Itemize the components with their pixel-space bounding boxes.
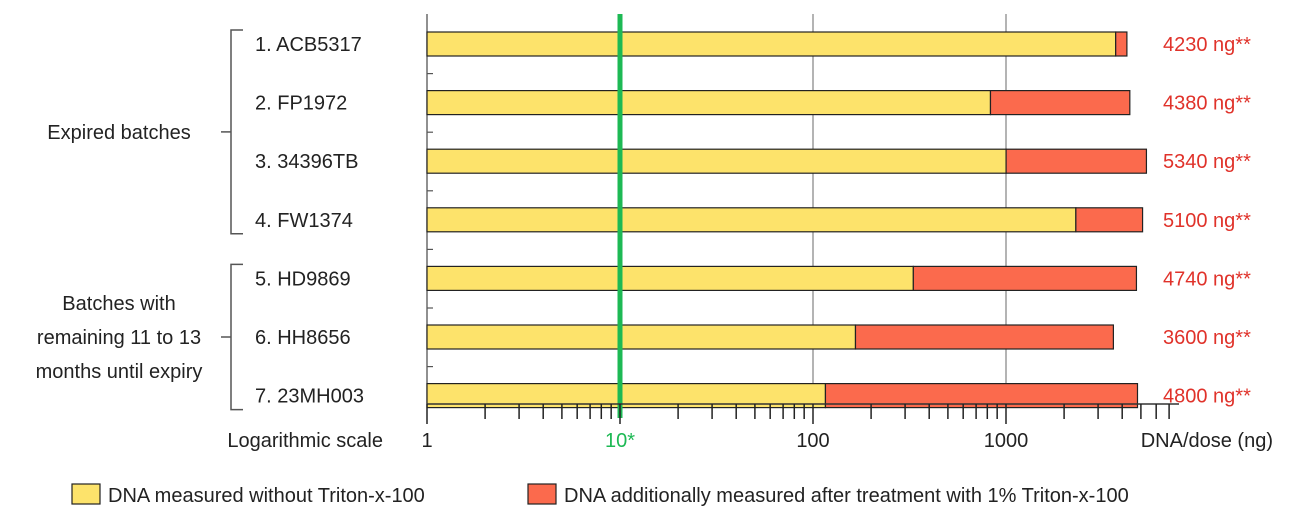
group-bracket <box>230 29 243 235</box>
legend: DNA measured without Triton-x-100 DNA add… <box>71 483 1129 507</box>
category-labels: 1. ACB5317 2. FP1972 3. 34396TB 4. FW1374 5.… <box>255 34 364 408</box>
total-label: 4230 ng** <box>1163 34 1251 56</box>
group-brackets: Expired batches Batches with remaining 11 … <box>36 29 243 411</box>
bar-without-triton <box>426 31 1117 57</box>
total-label: 4800 ng** <box>1163 386 1251 408</box>
bar-without-triton <box>426 148 1007 174</box>
x-axis: 1 10* 100 1000 Logarithmic scale DNA/dose (ng… <box>227 403 1273 452</box>
x-tick-label: 1 <box>421 430 432 452</box>
bar-after-triton <box>912 265 1138 291</box>
group-label: Batches with <box>62 293 175 315</box>
category-label: 2. FP1972 <box>255 93 347 115</box>
group-bracket <box>230 263 243 411</box>
legend-swatch <box>527 483 557 505</box>
total-labels: 4230 ng** 4380 ng** 5340 ng** 5100 ng** 4740… <box>1163 34 1251 408</box>
bar-after-triton <box>989 89 1131 116</box>
legend-swatch <box>71 483 101 505</box>
x-scale-label: Logarithmic scale <box>227 430 383 452</box>
bar-after-triton <box>1075 207 1144 233</box>
category-label: 5. HD9869 <box>255 268 351 290</box>
category-label: 4. FW1374 <box>255 210 353 232</box>
bar-without-triton <box>426 89 992 116</box>
bar-after-triton <box>1005 148 1148 174</box>
legend-label: DNA additionally measured after treatmen… <box>564 485 1129 507</box>
category-label: 7. 23MH003 <box>255 386 364 408</box>
bar-without-triton <box>426 207 1077 233</box>
bars <box>426 31 1148 409</box>
group-label: Expired batches <box>47 122 190 144</box>
x-tick-label: 10* <box>605 430 635 452</box>
group-label: remaining 11 to 13 <box>37 327 201 349</box>
category-label: 1. ACB5317 <box>255 34 362 56</box>
total-label: 4380 ng** <box>1163 93 1251 115</box>
group-label: months until expiry <box>36 361 203 383</box>
total-label: 5340 ng** <box>1163 151 1251 173</box>
total-label: 5100 ng** <box>1163 210 1251 232</box>
x-axis-unit-label: DNA/dose (ng) <box>1141 430 1273 452</box>
total-label: 4740 ng** <box>1163 268 1251 290</box>
category-label: 6. HH8656 <box>255 327 351 349</box>
total-label: 3600 ng** <box>1163 327 1251 349</box>
x-tick-label: 1000 <box>984 430 1029 452</box>
bar-after-triton <box>1115 31 1128 57</box>
x-tick-label: 100 <box>796 430 829 452</box>
bar-after-triton <box>854 324 1114 350</box>
category-label: 3. 34396TB <box>255 151 358 173</box>
bar-without-triton <box>426 324 857 350</box>
bar-without-triton <box>426 265 914 291</box>
legend-label: DNA measured without Triton-x-100 <box>108 485 425 507</box>
